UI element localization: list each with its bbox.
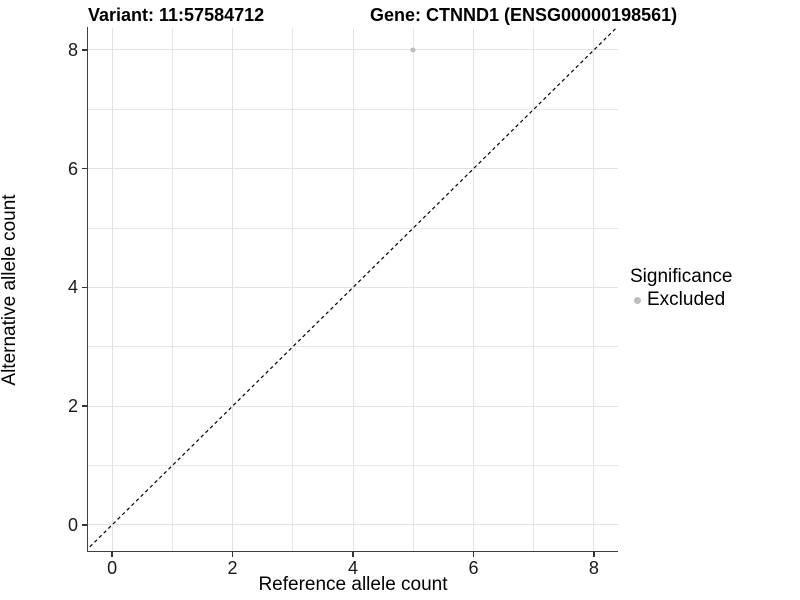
gridline-x-1 [171,28,173,551]
gridline-y-2 [88,405,618,407]
y-tick-6 [82,167,87,170]
x-tick-label-2: 2 [227,558,238,578]
legend-item-label: Excluded [647,289,726,310]
gridline-x-6 [472,28,474,551]
gridline-x-7 [533,28,535,551]
y-axis-line [86,27,88,552]
y-tick-label-6: 6 [67,158,78,179]
gridline-x-5 [412,28,414,551]
gene-title: Gene: CTNND1 (ENSG00000198561) [370,5,678,25]
legend-item-excluded: Excluded [630,289,732,311]
y-tick-label-2: 2 [67,396,78,417]
x-tick-label-4: 4 [347,558,359,578]
gridline-y-7 [88,108,618,110]
x-tick-label-6: 6 [468,558,479,578]
x-tick-label-0: 0 [107,558,118,578]
x-tick-4 [352,552,354,557]
gridline-y-4 [88,286,618,288]
excluded-marker-icon [634,296,641,304]
y-tick-label-0: 0 [67,514,78,535]
gridline-y-1 [88,465,618,466]
data-point-0 [410,47,416,53]
gridline-y-5 [88,227,618,229]
y-tick-label-4: 4 [67,277,78,298]
gridline-x-4 [352,28,354,551]
variant-title: Variant: 11:57584712 [88,5,265,25]
plot-panel [88,28,618,551]
gridline-x-3 [292,28,294,551]
gridline-y-6 [88,168,618,170]
gridline-y-0 [88,524,618,526]
x-tick-2 [231,552,234,557]
legend: Significance Excluded [630,265,732,311]
x-tick-0 [111,552,113,557]
y-tick-8 [82,49,87,51]
gridline-y-3 [88,346,618,348]
identity-line [88,28,618,550]
gridline-x-0 [111,28,113,551]
y-tick-0 [82,524,87,526]
x-axis-line [86,550,618,552]
x-tick-6 [472,552,475,557]
gridline-x-8 [593,28,595,551]
y-tick-4 [82,286,87,289]
legend-title: Significance [630,266,733,287]
x-tick-label-8: 8 [588,558,599,578]
y-tick-label-8: 8 [67,39,78,60]
gridline-y-8 [88,49,618,51]
y-tick-2 [82,405,87,407]
gridline-x-2 [232,28,234,551]
x-tick-8 [593,552,595,557]
x-axis-title: Reference allele count [258,574,448,595]
